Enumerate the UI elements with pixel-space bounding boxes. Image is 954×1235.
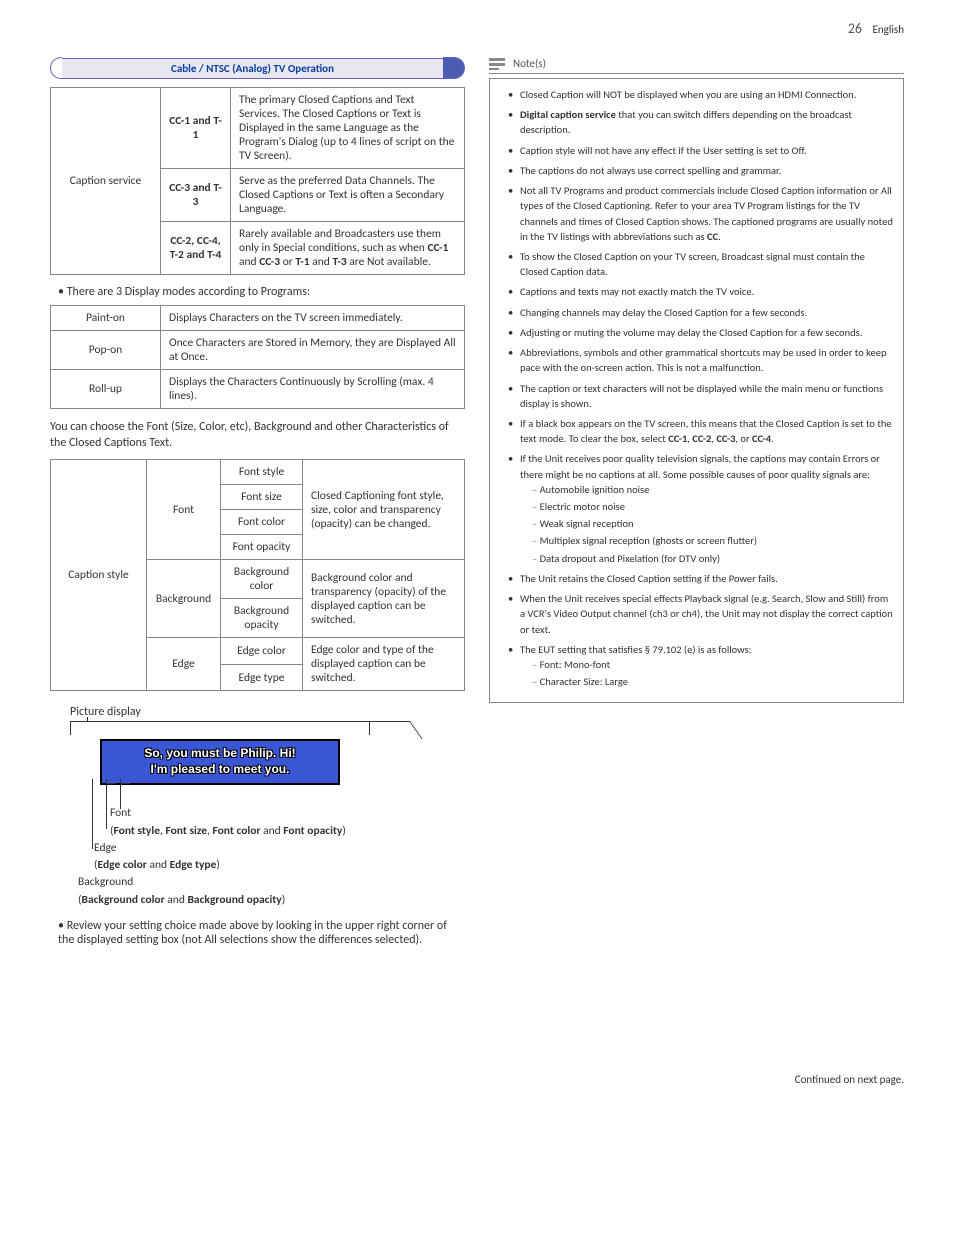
style-item: Font color xyxy=(221,510,303,535)
note-item: If a black box appears on the TV screen,… xyxy=(512,416,893,446)
note-item: Abbreviations, symbols and other grammat… xyxy=(512,345,893,375)
caption-line-1: So, you must be Philip. Hi! xyxy=(144,746,295,760)
style-item: Font style xyxy=(221,460,303,485)
cc-desc-1: Serve as the preferred Data Channels. Th… xyxy=(231,169,465,222)
caption-service-label: Caption service xyxy=(51,88,161,275)
page-lang: English xyxy=(873,23,904,36)
note-item: Closed Caption will NOT be displayed whe… xyxy=(512,87,893,102)
section-header-pill: Cable / NTSC (Analog) TV Operation xyxy=(50,57,465,79)
note-sub-item: Font: Mono-font xyxy=(532,657,893,672)
caption-style-table: Caption styleFontFont styleClosed Captio… xyxy=(50,459,465,691)
style-group: Background xyxy=(147,560,221,638)
picture-display-diagram: Picture display So, you must be Philip. … xyxy=(50,705,465,909)
note-item: Captions and texts may not exactly match… xyxy=(512,284,893,299)
style-item: Edge type xyxy=(221,664,303,691)
style-group: Edge xyxy=(147,638,221,691)
notes-icon xyxy=(489,58,505,70)
note-sub-item: Electric motor noise xyxy=(532,499,893,514)
note-item: If the Unit receives poor quality televi… xyxy=(512,451,893,566)
note-item: The Unit retains the Closed Caption sett… xyxy=(512,571,893,586)
style-desc: Background color and transparency (opaci… xyxy=(303,560,465,638)
style-item: Edge color xyxy=(221,638,303,665)
note-sub-item: Automobile ignition noise xyxy=(532,482,893,497)
display-modes-table: Paint-on Displays Characters on the TV s… xyxy=(50,305,465,409)
cc-mode-2: CC-2, CC-4, T-2 and T-4 xyxy=(170,234,222,262)
label-edge-detail: (Edge color and Edge type) xyxy=(94,857,465,874)
note-item: The captions do not always use correct s… xyxy=(512,163,893,178)
display-mode-desc: Once Characters are Stored in Memory, th… xyxy=(161,331,465,370)
note-item: Digital caption service that you can swi… xyxy=(512,107,893,137)
note-item: The EUT setting that satisfies § 79.102 … xyxy=(512,642,893,690)
label-font-detail: (Font style, Font size, Font color and F… xyxy=(110,823,465,840)
display-mode-name: Roll-up xyxy=(51,370,161,409)
section-header-text: Cable / NTSC (Analog) TV Operation xyxy=(62,58,443,79)
caption-sample-box: So, you must be Philip. Hi! I'm pleased … xyxy=(100,739,340,784)
caption-line-2: I'm pleased to meet you. xyxy=(151,762,290,776)
notes-header: Note(s) xyxy=(489,57,904,74)
note-item: Caption style will not have any effect i… xyxy=(512,143,893,158)
style-group: Font xyxy=(147,460,221,560)
page-footer: Continued on next page. xyxy=(50,1073,904,1086)
note-sub-item: Multiplex signal reception (ghosts or sc… xyxy=(532,533,893,548)
note-item: Changing channels may delay the Closed C… xyxy=(512,305,893,320)
page-header: 26 English xyxy=(50,20,904,37)
style-item: Font size xyxy=(221,485,303,510)
display-mode-name: Paint-on xyxy=(51,306,161,331)
style-item: Background opacity xyxy=(221,599,303,638)
display-mode-name: Pop-on xyxy=(51,331,161,370)
notes-header-text: Note(s) xyxy=(513,57,546,70)
caption-service-table: Caption service CC-1 and T-1 The primary… xyxy=(50,87,465,275)
picture-display-title: Picture display xyxy=(70,705,465,719)
style-intro: You can choose the Font (Size, Color, et… xyxy=(50,419,465,451)
label-bg: Background xyxy=(78,875,133,889)
diagram-labels: Font (Font style, Font size, Font color … xyxy=(70,805,465,909)
display-mode-desc: Displays Characters on the TV screen imm… xyxy=(161,306,465,331)
style-item: Font opacity xyxy=(221,535,303,560)
notes-box: Closed Caption will NOT be displayed whe… xyxy=(489,78,904,703)
note-item: Not all TV Programs and product commerci… xyxy=(512,183,893,244)
note-item: When the Unit receives special effects P… xyxy=(512,591,893,637)
note-sub-item: Weak signal reception xyxy=(532,516,893,531)
display-modes-intro: There are 3 Display modes according to P… xyxy=(58,285,465,299)
cc-mode-1: CC-3 and T-3 xyxy=(169,181,222,209)
left-column: Cable / NTSC (Analog) TV Operation Capti… xyxy=(50,57,465,953)
cc-desc-2: Rarely available and Broadcasters use th… xyxy=(231,222,465,275)
style-desc: Edge color and type of the displayed cap… xyxy=(303,638,465,691)
caption-style-label: Caption style xyxy=(51,460,147,691)
cc-desc-0: The primary Closed Captions and Text Ser… xyxy=(231,88,465,169)
label-edge: Edge xyxy=(94,841,117,855)
style-desc: Closed Captioning font style, size, colo… xyxy=(303,460,465,560)
note-item: Adjusting or muting the volume may delay… xyxy=(512,325,893,340)
display-mode-desc: Displays the Characters Continuously by … xyxy=(161,370,465,409)
note-item: To show the Closed Caption on your TV sc… xyxy=(512,249,893,279)
note-sub-item: Character Size: Large xyxy=(532,674,893,689)
style-item: Background color xyxy=(221,560,303,599)
page-number: 26 xyxy=(848,20,862,37)
note-item: The caption or text characters will not … xyxy=(512,381,893,411)
right-column: Note(s) Closed Caption will NOT be displ… xyxy=(489,57,904,953)
note-sub-item: Data dropout and Pixelation (for DTV onl… xyxy=(532,551,893,566)
cc-mode-0: CC-1 and T-1 xyxy=(169,114,222,142)
label-bg-detail: (Background color and Background opacity… xyxy=(78,892,465,909)
review-note: Review your setting choice made above by… xyxy=(58,919,465,947)
